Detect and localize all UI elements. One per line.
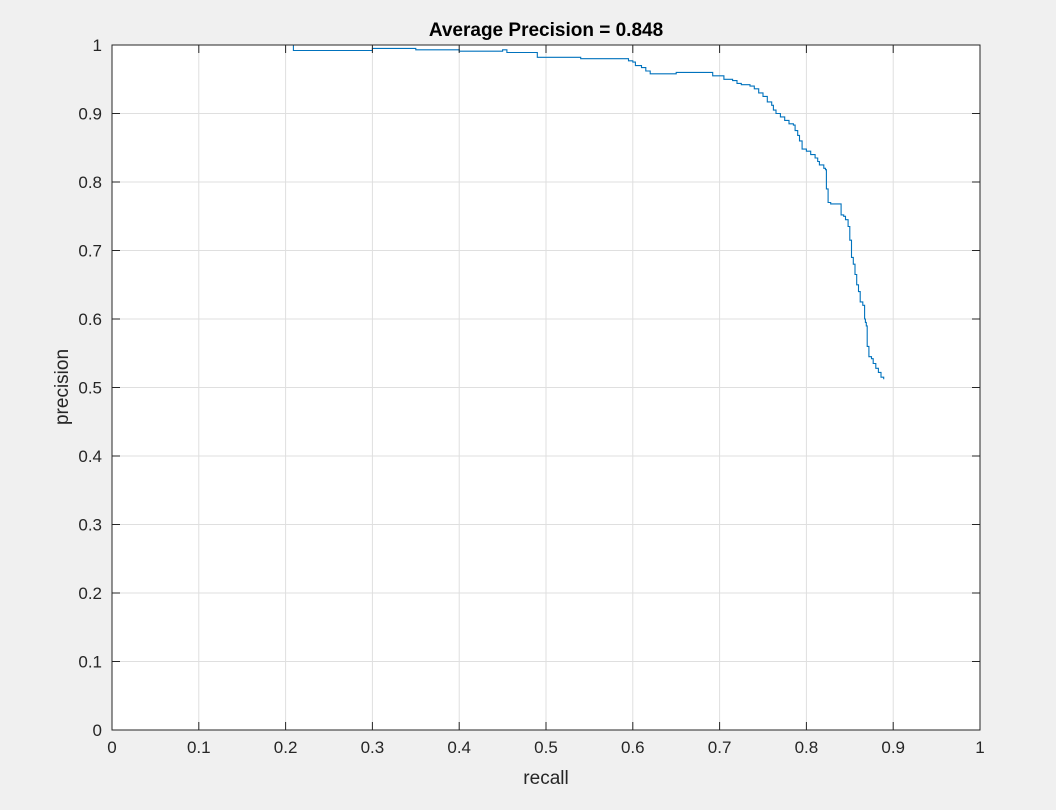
x-tick-label: 0.7 <box>708 738 732 757</box>
y-axis-label: precision <box>52 349 73 425</box>
x-tick-label: 0 <box>107 738 116 757</box>
y-tick-label: 0.9 <box>78 105 102 124</box>
y-tick-label: 0.6 <box>78 310 102 329</box>
y-tick-label: 0.8 <box>78 173 102 192</box>
y-tick-label: 0 <box>93 721 102 740</box>
y-tick-label: 0.4 <box>78 447 102 466</box>
y-tick-label: 0.3 <box>78 516 102 535</box>
grid-lines <box>112 45 980 730</box>
y-tick-labels: 0 0.1 0.2 0.3 0.4 0.5 0.6 0.7 0.8 0.9 1 <box>78 36 102 740</box>
axis-ticks <box>111 44 981 731</box>
x-tick-label: 0.3 <box>361 738 385 757</box>
y-tick-label: 0.5 <box>78 379 102 398</box>
x-tick-label: 0.5 <box>534 738 558 757</box>
data-series <box>112 44 885 380</box>
x-tick-label: 1 <box>975 738 984 757</box>
x-tick-label: 0.2 <box>274 738 298 757</box>
x-tick-label: 0.8 <box>795 738 819 757</box>
x-tick-label: 0.4 <box>447 738 471 757</box>
chart-title: Average Precision = 0.848 <box>429 20 663 41</box>
y-tick-label: 0.2 <box>78 584 102 603</box>
x-tick-label: 0.6 <box>621 738 645 757</box>
precision-recall-curve <box>112 44 885 380</box>
x-tick-label: 0.9 <box>881 738 905 757</box>
x-tick-label: 0.1 <box>187 738 211 757</box>
y-tick-label: 1 <box>93 36 102 55</box>
y-tick-label: 0.7 <box>78 242 102 261</box>
x-axis-label: recall <box>523 768 568 789</box>
x-tick-labels: 0 0.1 0.2 0.3 0.4 0.5 0.6 0.7 0.8 0.9 1 <box>107 738 984 757</box>
y-tick-label: 0.1 <box>78 653 102 672</box>
